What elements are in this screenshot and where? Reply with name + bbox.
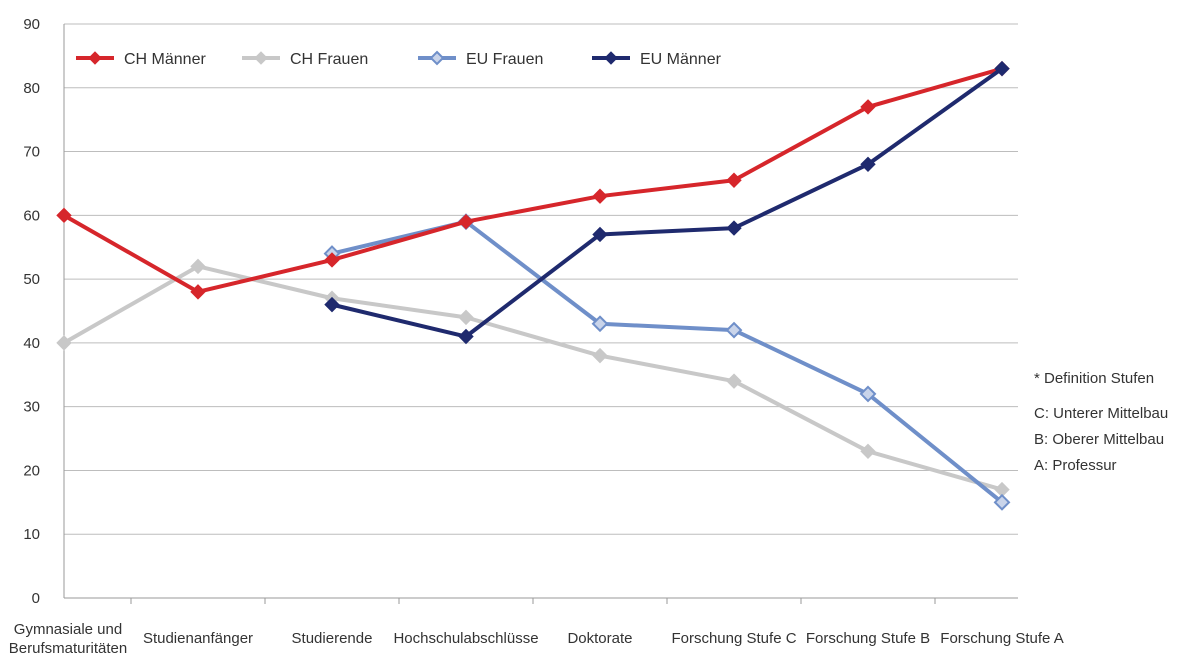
data-point <box>190 284 206 300</box>
data-point <box>56 335 72 351</box>
legend-label: EU Männer <box>640 51 722 68</box>
x-tick-label: Studierende <box>292 630 373 647</box>
data-point <box>725 321 743 339</box>
y-tick-label: 90 <box>23 16 40 33</box>
data-point <box>592 226 608 243</box>
data-point <box>324 252 340 268</box>
x-tick-label: Studienanfänger <box>143 630 253 647</box>
data-point <box>860 99 876 115</box>
data-point <box>859 385 877 403</box>
data-point <box>190 258 206 275</box>
legend-swatch-marker <box>88 51 102 65</box>
series-line <box>331 67 1004 339</box>
data-point <box>726 220 742 236</box>
data-point <box>726 373 742 389</box>
series-eu-männer <box>324 60 1010 345</box>
legend-label: CH Frauen <box>290 51 368 68</box>
series-line <box>63 264 1003 492</box>
series-eu-frauen <box>323 213 1011 511</box>
legend-entry: CH Männer <box>76 51 206 68</box>
axes <box>63 24 1018 604</box>
data-point <box>860 156 876 173</box>
x-tick-label: Doktorate <box>567 630 632 647</box>
y-tick-label: 20 <box>23 462 40 479</box>
y-tick-label: 60 <box>23 207 40 224</box>
legend-swatch-marker <box>254 51 268 65</box>
series-ch-frauen <box>56 258 1010 498</box>
data-point <box>56 207 72 224</box>
x-tick-label: Gymnasiale und <box>14 621 122 638</box>
y-tick-label: 50 <box>23 271 40 288</box>
y-tick-label: 30 <box>23 399 40 416</box>
data-point <box>860 443 876 460</box>
legend-label: EU Frauen <box>466 51 543 68</box>
x-tick-label: Forschung Stufe C <box>671 630 796 647</box>
data-point <box>993 493 1011 511</box>
y-tick-label: 80 <box>23 80 40 97</box>
data-point <box>994 60 1010 77</box>
data-point <box>458 328 474 345</box>
legend-entry: EU Männer <box>592 51 722 68</box>
y-tick-label: 0 <box>32 590 40 607</box>
x-tick-label: Berufsmaturitäten <box>9 640 127 657</box>
data-point <box>726 172 742 188</box>
data-point <box>458 309 474 326</box>
series-line <box>63 66 1003 294</box>
data-point <box>591 315 609 333</box>
data-point <box>324 296 340 313</box>
data-point <box>592 347 608 364</box>
x-tick-label: Hochschulabschlüsse <box>393 630 538 647</box>
annotation-title: * Definition Stufen <box>1034 370 1155 387</box>
x-tick-labels: Gymnasiale und Berufsmaturitäten Studienan… <box>9 621 1064 657</box>
legend-label: CH Männer <box>124 51 206 68</box>
annotation-stufe-b: B: Oberer Mittelbau <box>1034 431 1165 448</box>
data-point <box>592 188 608 204</box>
legend-entry: EU Frauen <box>418 50 543 68</box>
legend-swatch-marker <box>604 51 618 65</box>
x-tick-label: Forschung Stufe A <box>940 630 1063 647</box>
gridlines <box>64 23 1018 599</box>
data-point <box>458 214 474 230</box>
x-tick-label: Forschung Stufe B <box>806 630 930 647</box>
legend-swatch-marker <box>429 50 445 66</box>
legend-entry: CH Frauen <box>242 51 368 68</box>
y-tick-label: 10 <box>23 526 40 543</box>
annotation-stufe-c: C: Unterer Mittelbau <box>1034 405 1169 422</box>
series-layer <box>56 60 1011 511</box>
annotation-stufe-a: A: Professur <box>1034 457 1117 474</box>
y-tick-label: 70 <box>23 144 40 161</box>
legend: CH Männer CH Frauen EU Frauen EU Männer <box>76 50 722 68</box>
y-tick-label: 40 <box>23 335 40 352</box>
y-tick-labels: 0 10 20 30 40 50 60 70 80 90 <box>23 16 40 607</box>
